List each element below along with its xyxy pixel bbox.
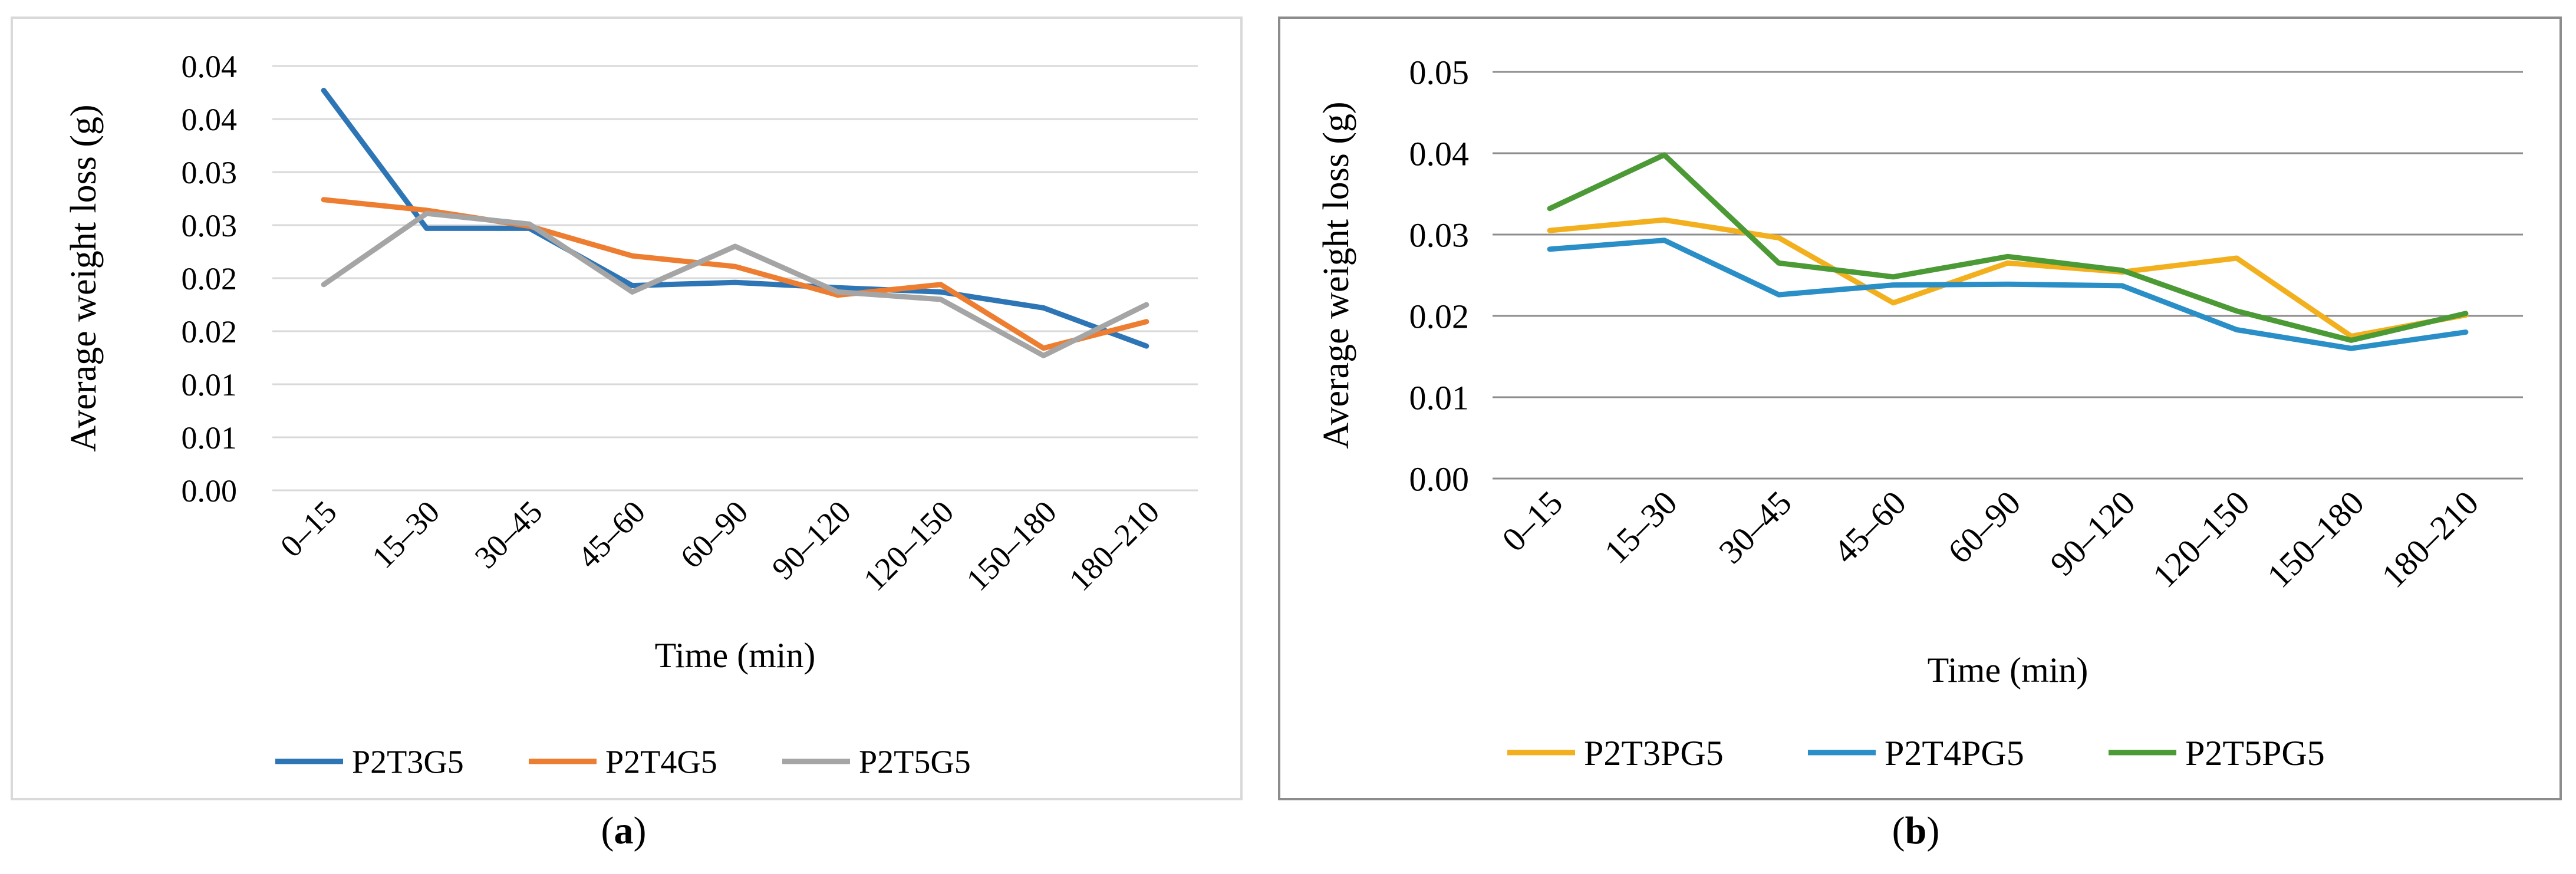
chart-b-ytick-label: 0.01 — [1409, 378, 1470, 417]
chart-a-series-line-p2t4g5 — [321, 197, 1149, 351]
chart-b-legend-label: P2T3PG5 — [1584, 734, 1724, 773]
chart-b-series-line-p2t3pg5 — [1547, 217, 2469, 339]
chart-b-ytick-label: 0.00 — [1409, 460, 1470, 498]
chart-a-xtick-label: 120–150 — [857, 494, 960, 598]
chart-b-yaxis-title: Average weight loss (g) — [1316, 101, 1356, 448]
chart-a-svg: 0.00 0.01 0.01 0.02 0.02 0.03 0.03 0.04 0.04 0–15… — [64, 49, 1198, 781]
chart-b-series-line-p2t5pg5 — [1547, 152, 2469, 343]
chart-b-ytick-label: 0.04 — [1409, 134, 1470, 173]
chart-a-xtick-label: 180–210 — [1062, 494, 1166, 598]
chart-panel-b: 0.00 0.01 0.02 0.03 0.04 0.05 0–15 15–30 30–45 45… — [1278, 17, 2562, 800]
chart-a-xtick-label: 150–180 — [960, 494, 1063, 598]
chart-a-ytick-label: 0.03 — [182, 155, 238, 190]
chart-b-xaxis-title: Time (min) — [1928, 651, 2089, 690]
chart-a-xtick-label: 15–30 — [365, 494, 446, 575]
chart-a-ytick-label: 0.01 — [182, 367, 238, 403]
chart-a-ytick-label: 0.00 — [182, 473, 238, 509]
chart-a-ytick-label: 0.01 — [182, 420, 238, 456]
chart-b-xtick-label: 60–90 — [1941, 483, 2028, 570]
chart-b-xtick-label: 150–180 — [2259, 483, 2371, 595]
chart-a-ytick-label: 0.02 — [182, 314, 238, 349]
chart-b-xtick-label: 90–120 — [2043, 483, 2142, 583]
chart-a-yaxis-title: Average weight loss (g) — [64, 104, 104, 451]
chart-a-ytick-label: 0.02 — [182, 261, 238, 296]
chart-b-ytick-label: 0.02 — [1409, 297, 1470, 335]
chart-b-xtick-label: 45–60 — [1826, 483, 1913, 570]
chart-a-xtick-label: 45–60 — [571, 494, 652, 575]
chart-b-legend-label: P2T5PG5 — [2185, 734, 2325, 773]
chart-a-xtick-label: 90–120 — [765, 494, 858, 586]
chart-a-legend-label: P2T3G5 — [352, 744, 464, 781]
chart-a-xtick-label: 0–15 — [274, 494, 344, 564]
chart-b-ytick-label: 0.03 — [1409, 216, 1470, 254]
caption-b: (b) — [1892, 809, 1940, 852]
chart-b-xtick-label: 0–15 — [1494, 483, 1570, 559]
chart-b-xtick-label: 180–210 — [2374, 483, 2486, 595]
chart-a-xtick-label: 30–45 — [468, 494, 549, 575]
caption-a: (a) — [601, 809, 647, 852]
chart-a-legend-label: P2T4G5 — [605, 744, 717, 781]
chart-b-svg: 0.00 0.01 0.02 0.03 0.04 0.05 0–15 15–30 30–45 45… — [1316, 53, 2523, 773]
chart-b-xtick-label: 30–45 — [1711, 483, 1798, 570]
chart-b-ytick-label: 0.05 — [1409, 53, 1470, 91]
chart-a-ytick-label: 0.04 — [182, 102, 238, 137]
chart-a-ytick-label: 0.04 — [182, 49, 238, 84]
chart-a-xaxis-title: Time (min) — [655, 636, 816, 675]
chart-b-xtick-label: 120–150 — [2145, 483, 2257, 595]
chart-panel-a: 0.00 0.01 0.01 0.02 0.02 0.03 0.03 0.04 0.04 0–15… — [11, 17, 1243, 800]
chart-b-xtick-label: 15–30 — [1597, 483, 1684, 570]
chart-a-ytick-label: 0.03 — [182, 208, 238, 243]
chart-a-xtick-label: 60–90 — [674, 494, 755, 575]
chart-a-legend-label: P2T5G5 — [859, 744, 971, 781]
chart-b-legend-label: P2T4PG5 — [1885, 734, 2024, 773]
